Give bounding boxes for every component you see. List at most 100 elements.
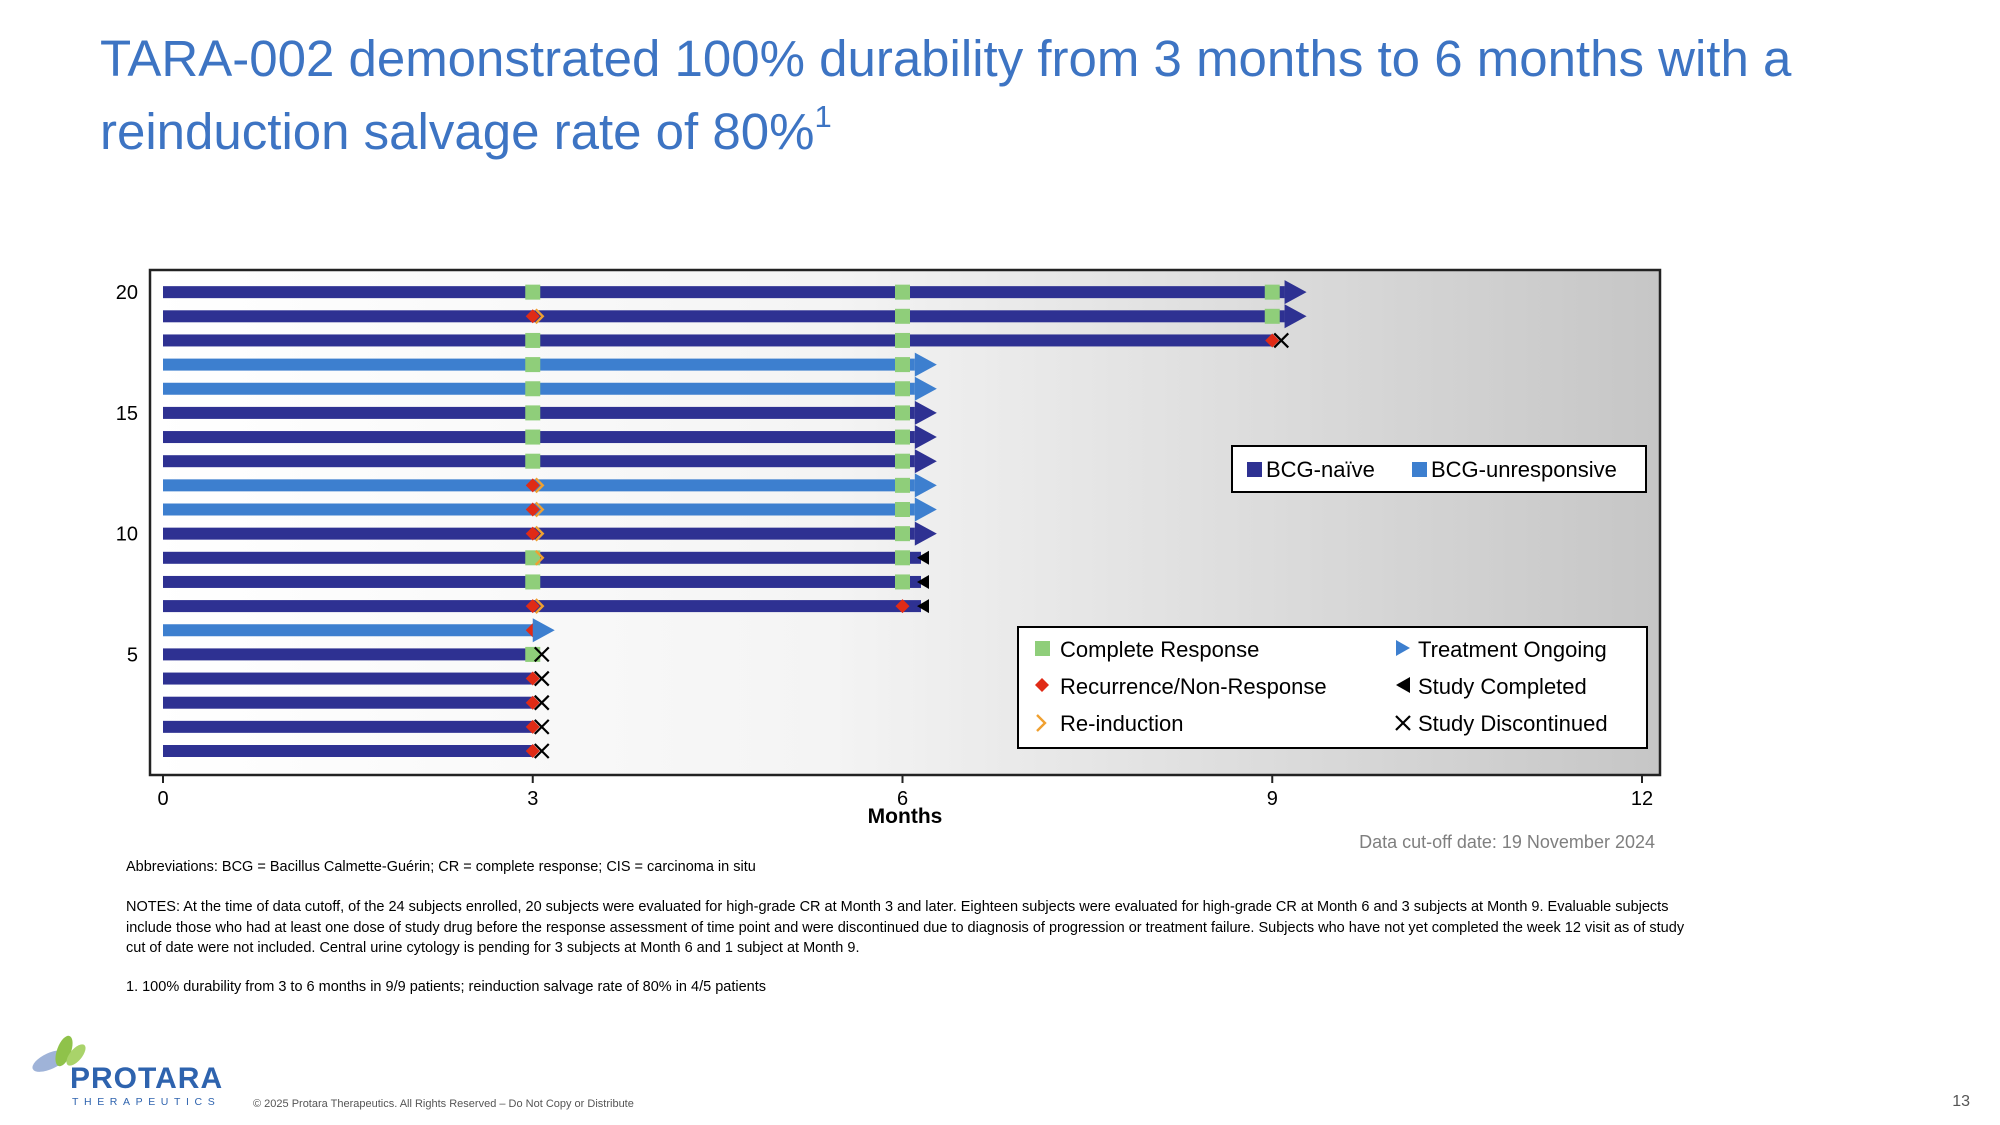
discontinued-marker [533, 719, 550, 735]
legend-reinduction-label: Re-induction [1060, 711, 1184, 736]
footnote-text: 1. 100% durability from 3 to 6 months in… [126, 979, 766, 995]
ongoing-arrow [914, 425, 937, 450]
discontinued-marker [533, 646, 550, 663]
cr-marker [895, 381, 910, 397]
legend-recurrence-label: Recurrence/Non-Response [1060, 674, 1327, 699]
x-axis-label: Months [868, 805, 943, 828]
recurrence-marker [525, 526, 540, 541]
recurrence-marker [525, 599, 540, 614]
cr-marker [895, 502, 910, 517]
ongoing-arrow [914, 352, 937, 377]
subject-bar-3 [163, 696, 533, 709]
discontinued-marker [1273, 332, 1290, 349]
cr-marker [895, 526, 910, 542]
recurrence-marker [1265, 333, 1280, 348]
subject-bar-group-6 [163, 618, 555, 643]
legend-naive-label: BCG-naïve [1266, 457, 1375, 482]
abbreviations-text: Abbreviations: BCG = Bacillus Calmette-G… [126, 859, 756, 875]
subject-bar-group-4 [163, 670, 550, 687]
slide-title-text: TARA-002 demonstrated 100% durability fr… [100, 30, 1792, 160]
subject-bar-group-16 [163, 376, 937, 401]
recurrence-marker [525, 502, 540, 517]
protara-logo-icon [32, 1035, 86, 1072]
discontinued-marker [533, 670, 550, 687]
cr-marker [895, 308, 910, 324]
subject-bar-8 [163, 575, 921, 588]
subject-bar-18 [163, 334, 1273, 347]
ongoing-arrow [914, 400, 937, 425]
recurrence-marker [895, 599, 910, 614]
reinduction-marker [534, 549, 545, 566]
completed-marker [916, 574, 929, 589]
subject-bar-group-15 [163, 400, 937, 425]
ongoing-arrow [914, 376, 937, 401]
cr-marker [895, 429, 910, 445]
subject-bar-19 [163, 310, 1285, 323]
discontinued-marker [533, 694, 550, 711]
x-tick-label-3: 3 [527, 788, 538, 810]
subject-bar-group-1 [163, 743, 550, 759]
subject-bar-group-14 [163, 425, 937, 450]
cr-marker [895, 574, 910, 590]
legend-ongoing-label: Treatment Ongoing [1418, 637, 1607, 662]
completed-marker [916, 550, 929, 565]
x-tick-label-9: 9 [1267, 788, 1278, 810]
subject-bar-group-10 [163, 521, 937, 546]
cr-marker [525, 453, 541, 469]
subject-bar-group-9 [163, 549, 929, 566]
cr-marker [895, 332, 910, 348]
subject-bar-1 [163, 745, 533, 757]
x-tick-label-0: 0 [157, 788, 168, 810]
subject-bar-group-5 [163, 646, 550, 663]
subject-bar-group-17 [163, 352, 937, 377]
cr-marker [525, 332, 541, 348]
ongoing-arrow [1284, 304, 1307, 329]
cr-marker [895, 405, 910, 421]
subject-bar-group-13 [163, 449, 937, 474]
data-cutoff-date: Data cut-off date: 19 November 2024 [1359, 832, 1655, 852]
ongoing-arrow [1284, 280, 1307, 305]
recurrence-marker [525, 695, 540, 710]
y-tick-label-20: 20 [116, 282, 138, 304]
page-number: 13 [1952, 1093, 1970, 1110]
notes-text: NOTES: At the time of data cutoff, of th… [126, 899, 1685, 956]
logo-subtitle: THERAPEUTICS [72, 1096, 221, 1108]
cr-marker [895, 477, 910, 493]
subject-bar-group-11 [163, 497, 937, 522]
subject-bar-group-2 [163, 719, 550, 735]
legend-ongoing-icon [1396, 640, 1410, 656]
legend-naive-swatch [1247, 462, 1262, 477]
ongoing-arrow [532, 618, 555, 643]
x-tick-label-12: 12 [1631, 788, 1653, 810]
slide-title: TARA-002 demonstrated 100% durability fr… [100, 28, 1900, 163]
reinduction-marker [534, 525, 545, 542]
reinduction-marker [534, 477, 545, 494]
cr-marker [525, 429, 541, 445]
subject-bar-5 [163, 648, 533, 661]
cr-marker [1264, 308, 1280, 324]
ongoing-arrow [914, 449, 937, 474]
subject-bar-4 [163, 672, 533, 685]
ongoing-arrow [914, 521, 937, 546]
ongoing-arrow [914, 473, 937, 498]
discontinued-marker [533, 743, 550, 759]
cr-marker [895, 357, 910, 373]
subject-bar-6 [163, 624, 533, 637]
copyright-footer: © 2025 Protara Therapeutics. All Rights … [253, 1098, 634, 1110]
recurrence-marker [525, 719, 540, 734]
legend-completed-icon [1396, 677, 1410, 693]
legend-cr-icon [1035, 641, 1050, 656]
legend-discontinued-icon [1395, 715, 1411, 731]
group-legend: BCG-naïve BCG-unresponsive [1231, 445, 1647, 493]
recurrence-marker [525, 478, 540, 493]
completed-marker [916, 599, 929, 614]
legend-reinduction-icon [1036, 714, 1047, 732]
subject-bar-2 [163, 720, 533, 733]
subject-bar-20 [163, 286, 1285, 299]
reinduction-marker [534, 598, 545, 614]
cr-marker [1264, 284, 1280, 300]
legend-completed-label: Study Completed [1418, 674, 1587, 699]
legend-unresponsive-label: BCG-unresponsive [1431, 457, 1617, 482]
subject-bar-group-8 [163, 574, 929, 590]
cr-marker [525, 284, 541, 300]
